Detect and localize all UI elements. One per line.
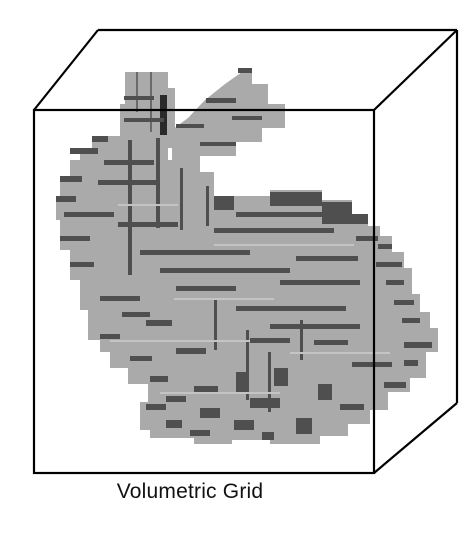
voxel-ear-right <box>172 68 285 168</box>
figure-caption: Volumetric Grid <box>0 480 380 504</box>
voxel-bunny <box>56 68 438 444</box>
